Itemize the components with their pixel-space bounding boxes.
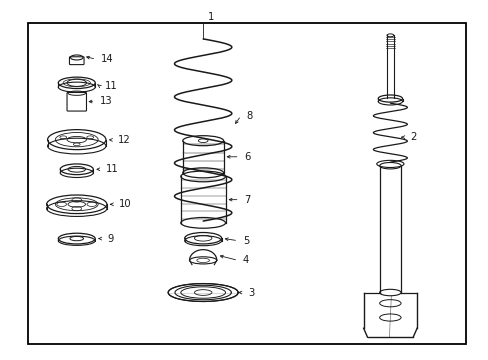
Text: 8: 8 — [245, 111, 252, 121]
Text: 13: 13 — [100, 96, 113, 107]
Text: 12: 12 — [118, 135, 131, 145]
Text: 6: 6 — [244, 152, 250, 162]
Text: 7: 7 — [244, 195, 250, 204]
Text: 11: 11 — [105, 81, 118, 91]
Text: 4: 4 — [243, 255, 249, 265]
Text: 2: 2 — [409, 132, 415, 142]
Text: 3: 3 — [247, 288, 254, 297]
Text: 1: 1 — [207, 13, 214, 22]
Text: 9: 9 — [107, 234, 114, 244]
Text: 14: 14 — [101, 54, 113, 64]
Text: 5: 5 — [243, 236, 249, 246]
Text: 11: 11 — [106, 164, 119, 174]
Text: 10: 10 — [118, 199, 131, 209]
